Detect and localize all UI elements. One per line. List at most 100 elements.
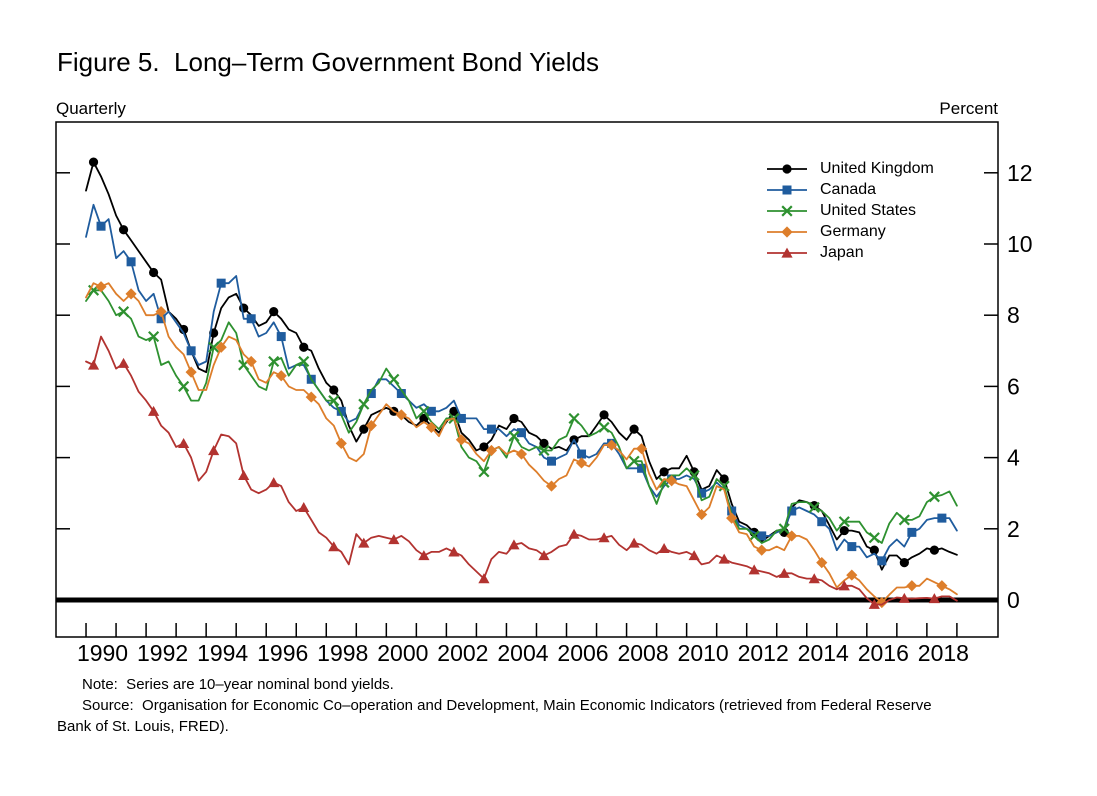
legend-sample-marker [782, 163, 792, 174]
series-marker-canada [396, 389, 406, 399]
series-marker-united-kingdom [599, 410, 609, 420]
series-line-united-states [85, 289, 958, 544]
series-marker-japan [598, 532, 610, 543]
series-marker-united-kingdom [539, 438, 549, 448]
series-marker-germany [575, 457, 588, 469]
series-marker-united-kingdom [869, 545, 879, 555]
series-marker-united-states [718, 480, 730, 492]
series-marker-germany [906, 580, 918, 592]
series-marker-united-states [808, 501, 820, 514]
series-marker-united-kingdom [659, 467, 669, 477]
series-marker-united-states [298, 355, 310, 368]
series-marker-japan [568, 528, 580, 539]
series-marker-germany [756, 544, 768, 556]
legend-item-united-kingdom: United Kingdom [766, 158, 934, 179]
series-marker-united-kingdom [148, 267, 159, 278]
series-marker-germany [335, 437, 347, 449]
series-marker-japan [508, 539, 520, 550]
japan-marker-icon [767, 247, 807, 258]
x-tick-label: 1998 [317, 640, 368, 666]
series-marker-japan [778, 567, 790, 578]
series-marker-canada [426, 406, 436, 416]
series-marker-japan [268, 477, 280, 488]
series-marker-united-states [628, 455, 640, 467]
series-marker-japan [448, 546, 460, 557]
series-marker-united-states [418, 405, 430, 417]
series-marker-germany [485, 444, 498, 457]
series-marker-germany [696, 508, 708, 521]
series-marker-japan [147, 405, 160, 416]
series-marker-germany [846, 569, 858, 581]
series-marker-canada [156, 314, 166, 324]
series-marker-germany [876, 596, 888, 609]
series-line-japan [85, 335, 958, 606]
series-marker-united-states [778, 523, 790, 535]
series-marker-germany [95, 281, 107, 293]
series-marker-canada [486, 424, 496, 434]
series-marker-united-states [508, 430, 520, 442]
series-marker-united-states [568, 412, 580, 425]
legend-sample-marker [781, 225, 793, 238]
series-marker-united-kingdom [359, 424, 369, 434]
series-marker-united-states [838, 516, 850, 528]
series-marker-canada [787, 506, 797, 516]
series-marker-germany [816, 557, 828, 569]
x-tick-label: 2010 [678, 640, 729, 666]
x-tick-label: 2006 [557, 640, 608, 666]
series-marker-united-kingdom [929, 545, 939, 555]
series-marker-united-kingdom [88, 157, 99, 167]
x-tick-label: 2012 [738, 640, 789, 666]
x-tick-label: 1992 [137, 640, 188, 666]
series-marker-united-states [928, 491, 940, 503]
series-marker-germany [936, 580, 948, 592]
series-marker-united-states [478, 466, 490, 478]
x-tick-label: 2018 [918, 640, 969, 666]
series-marker-germany [635, 443, 648, 455]
plot-frame [55, 121, 999, 638]
series-marker-japan [838, 580, 850, 591]
series-marker-canada [877, 556, 887, 566]
series-marker-united-states [178, 380, 190, 392]
legend-label-germany: Germany [820, 222, 886, 240]
y-tick-label: 6 [1007, 373, 1020, 399]
series-marker-germany [125, 288, 137, 300]
series-marker-canada [516, 428, 526, 438]
y-tick-label: 8 [1007, 302, 1020, 328]
figure-title: Figure 5. Long–Term Government Bond Yiel… [57, 47, 599, 77]
note-line: Note: Series are 10–year nominal bond yi… [82, 676, 394, 693]
series-marker-canada [216, 278, 226, 288]
series-marker-japan [328, 541, 340, 552]
series-marker-japan [808, 573, 820, 584]
series-marker-japan [117, 357, 130, 368]
series-marker-japan [238, 470, 250, 480]
series-marker-canada [937, 513, 947, 523]
series-marker-united-states [868, 532, 880, 544]
series-marker-canada [847, 542, 857, 552]
series-marker-canada [366, 389, 376, 399]
series-marker-united-states [117, 306, 130, 318]
series-marker-japan [87, 359, 100, 370]
series-marker-united-kingdom [329, 385, 339, 395]
legend-item-canada: Canada [766, 179, 934, 200]
x-tick-label: 2014 [798, 640, 849, 666]
bond-yields-chart: 0 2 4 6 8 10 12 1990 1992 1994 1996 1998 2000 2002 200… [55, 121, 1033, 666]
series-marker-japan [478, 573, 490, 584]
series-marker-canada [697, 488, 707, 498]
series-marker-united-states [208, 341, 220, 353]
unit-label: Percent [939, 99, 998, 118]
united-states-marker-icon [767, 204, 807, 217]
series-marker-canada [336, 406, 346, 416]
y-tick-label: 4 [1007, 445, 1020, 471]
series-marker-united-states [688, 469, 700, 481]
series-marker-united-states [598, 421, 610, 433]
series-marker-japan [178, 437, 190, 448]
legend-item-japan: Japan [766, 242, 934, 263]
series-marker-united-kingdom [629, 424, 639, 434]
series-marker-united-kingdom [449, 406, 459, 416]
x-tick-label: 2000 [377, 640, 428, 666]
series-marker-japan [688, 550, 700, 561]
series-marker-japan [718, 553, 730, 564]
series-marker-germany [455, 434, 468, 446]
series-marker-germany [155, 306, 167, 318]
series-marker-united-states [748, 530, 760, 542]
